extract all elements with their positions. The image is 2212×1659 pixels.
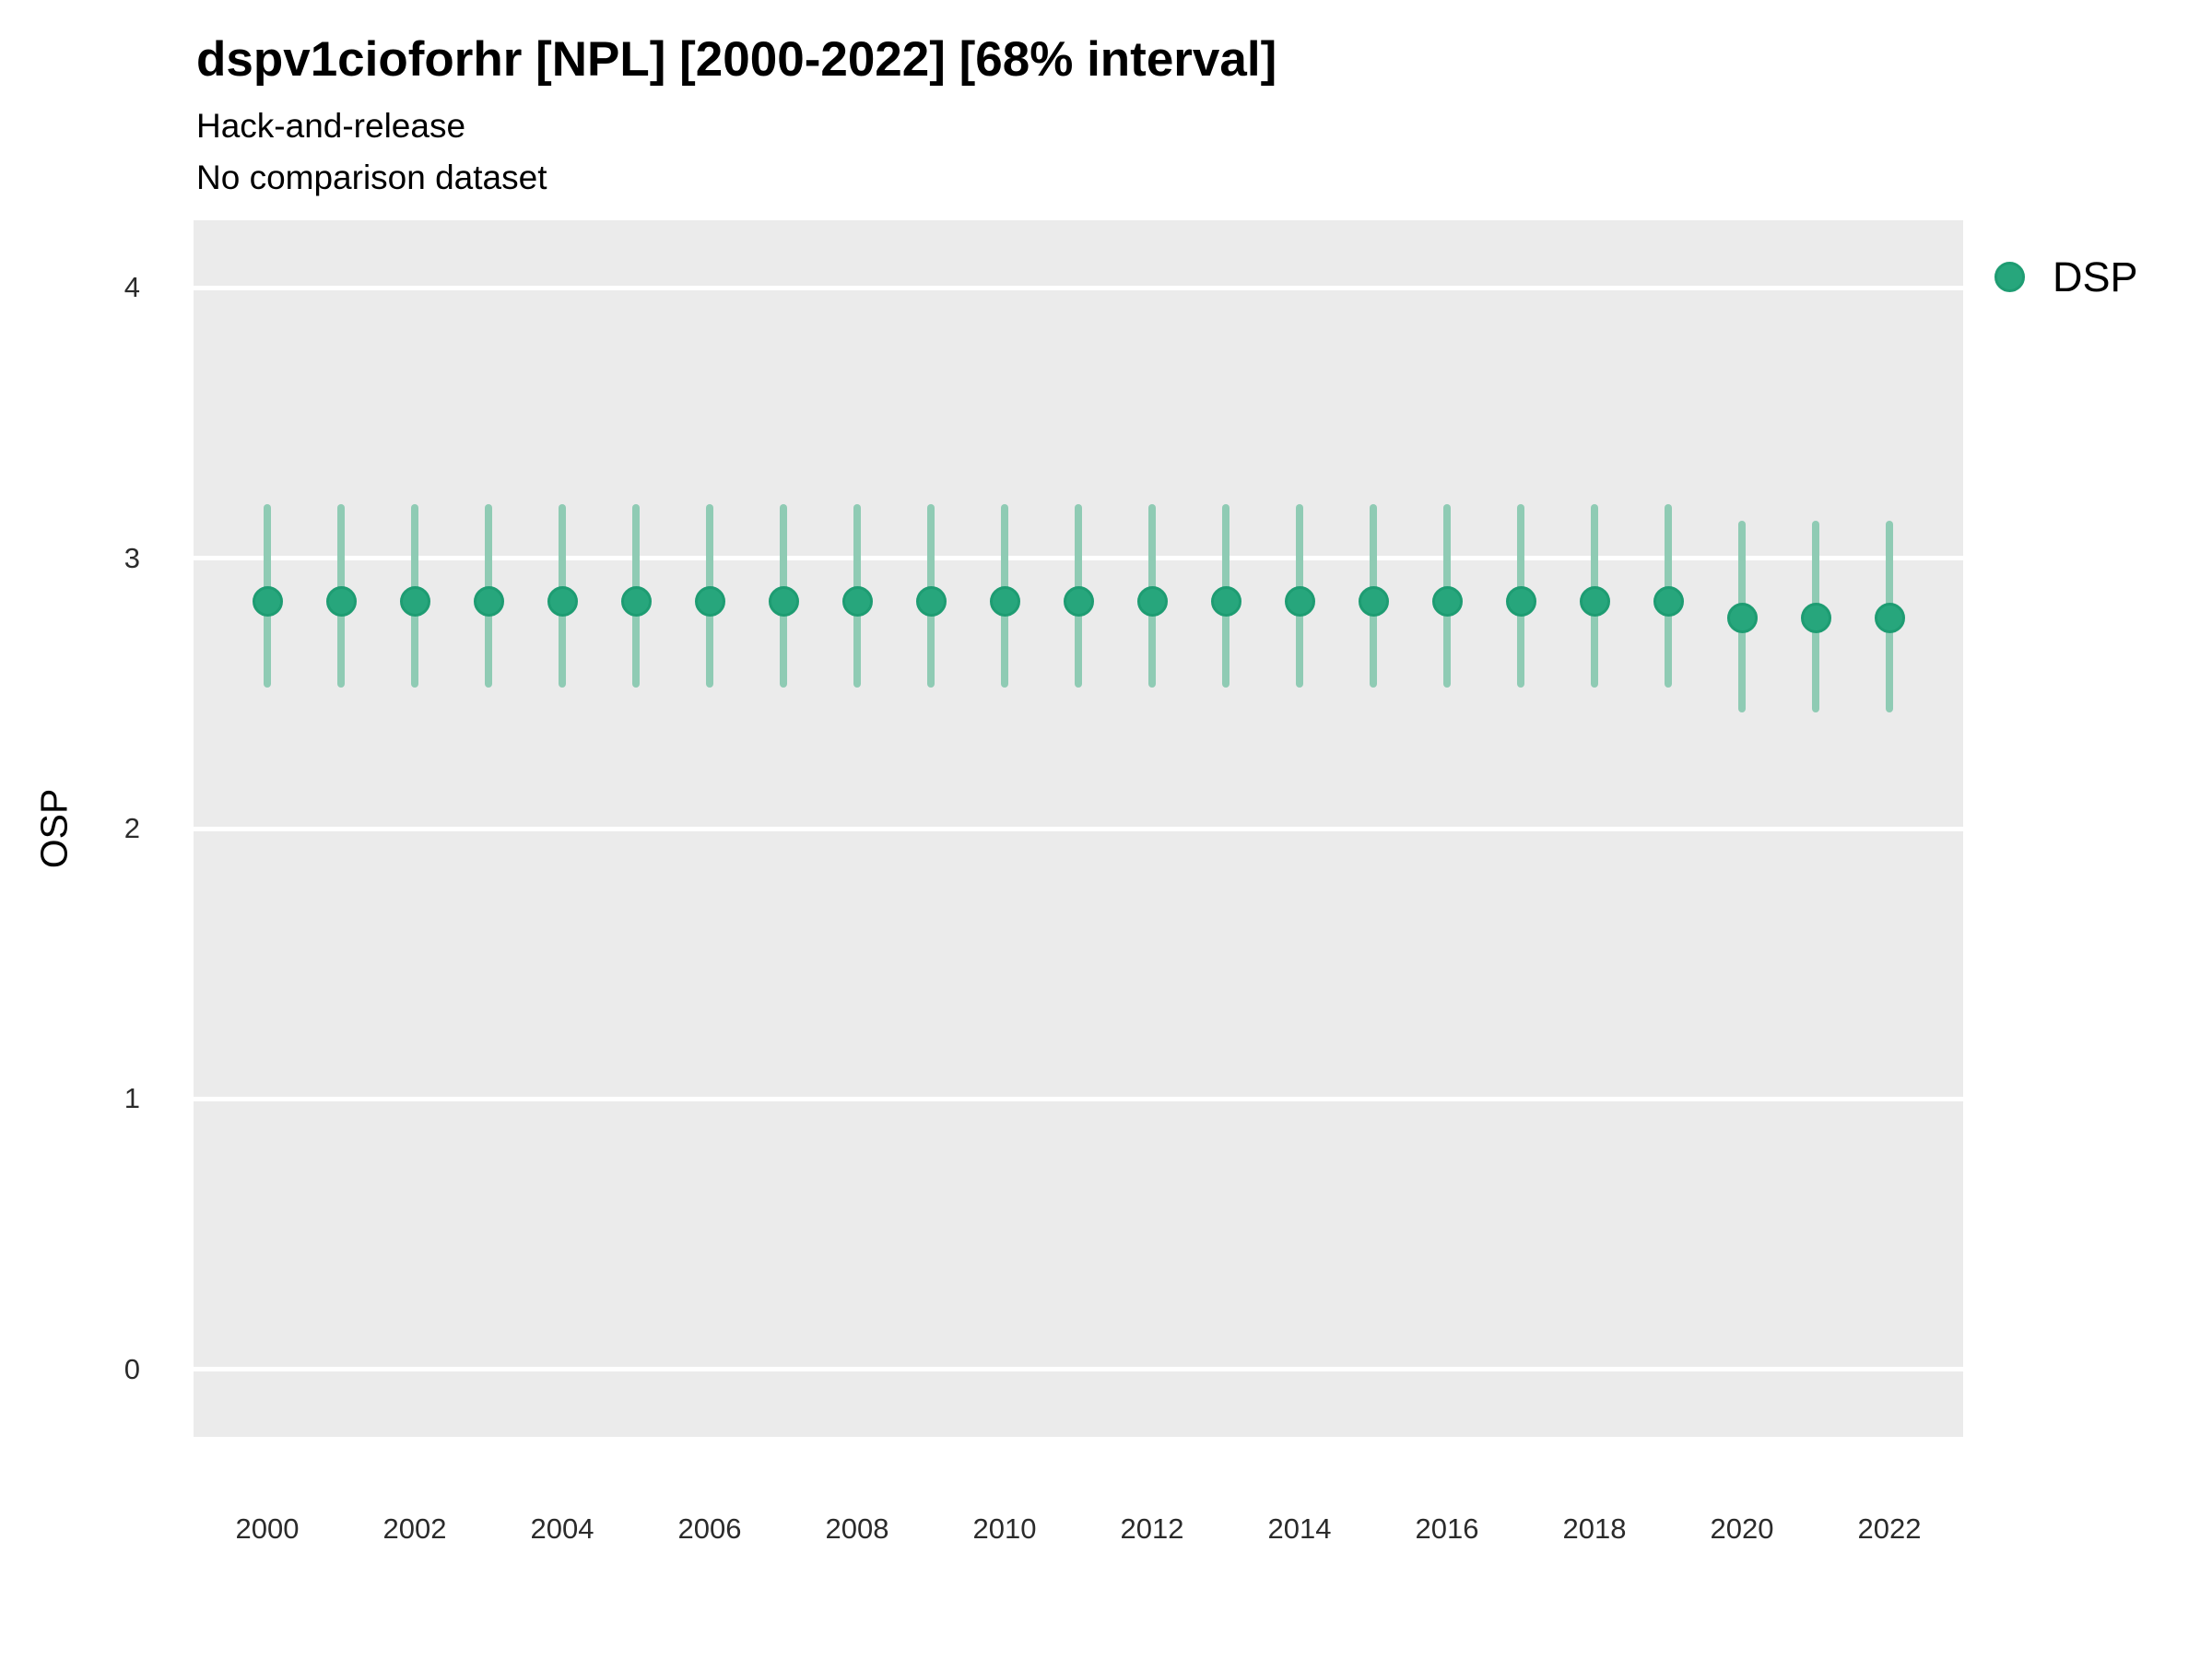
data-point-2021 [1800,602,1831,633]
data-point-2022 [1874,602,1905,633]
y-tick-label-2: 2 [124,812,140,844]
gridline-y-0 [194,1367,1963,1372]
y-tick-label-3: 3 [124,541,140,574]
y-tick-label-0: 0 [124,1352,140,1385]
gridline-y-1 [194,1096,1963,1101]
legend: DSP [1994,230,2212,323]
data-point-2002 [399,586,430,618]
data-point-2008 [841,586,873,618]
data-point-2006 [694,586,725,618]
x-tick-label-2012: 2012 [1120,1512,1184,1545]
data-point-2003 [473,586,504,618]
data-point-2004 [547,586,578,618]
chart-title: dspv1cioforhr [NPL] [2000-2022] [68% int… [196,32,1277,87]
data-point-2018 [1579,586,1610,618]
data-point-2010 [989,586,1020,618]
data-point-2001 [325,586,357,618]
chart-subtitle-line1: Hack-and-release [196,107,466,145]
x-tick-label-2016: 2016 [1415,1512,1479,1545]
data-point-2017 [1505,586,1536,618]
data-point-2014 [1284,586,1315,618]
data-point-2005 [620,586,652,618]
x-tick-label-2020: 2020 [1710,1512,1774,1545]
y-tick-label-4: 4 [124,271,140,304]
data-point-2020 [1726,602,1758,633]
data-point-2012 [1136,586,1168,618]
x-tick-label-2008: 2008 [825,1512,889,1545]
plot-panel [194,220,1963,1437]
data-point-2019 [1653,586,1684,618]
data-point-2009 [915,586,947,618]
legend-label: DSP [2053,253,2138,300]
data-point-2016 [1431,586,1463,618]
data-point-2000 [252,586,283,618]
legend-point-icon [1994,262,2025,292]
x-tick-label-2010: 2010 [972,1512,1037,1545]
x-tick-label-2004: 2004 [530,1512,594,1545]
x-tick-label-2018: 2018 [1562,1512,1627,1545]
x-tick-label-2022: 2022 [1857,1512,1922,1545]
data-point-2013 [1210,586,1241,618]
x-tick-label-2000: 2000 [235,1512,300,1545]
x-tick-label-2014: 2014 [1267,1512,1332,1545]
gridline-y-4 [194,285,1963,290]
y-tick-label-1: 1 [124,1082,140,1115]
data-point-2011 [1063,586,1094,618]
x-tick-label-2002: 2002 [382,1512,447,1545]
gridline-y-2 [194,826,1963,831]
data-point-2007 [768,586,799,618]
data-point-2015 [1358,586,1389,618]
chart-subtitle-line2: No comparison dataset [196,159,547,196]
x-tick-label-2006: 2006 [677,1512,742,1545]
